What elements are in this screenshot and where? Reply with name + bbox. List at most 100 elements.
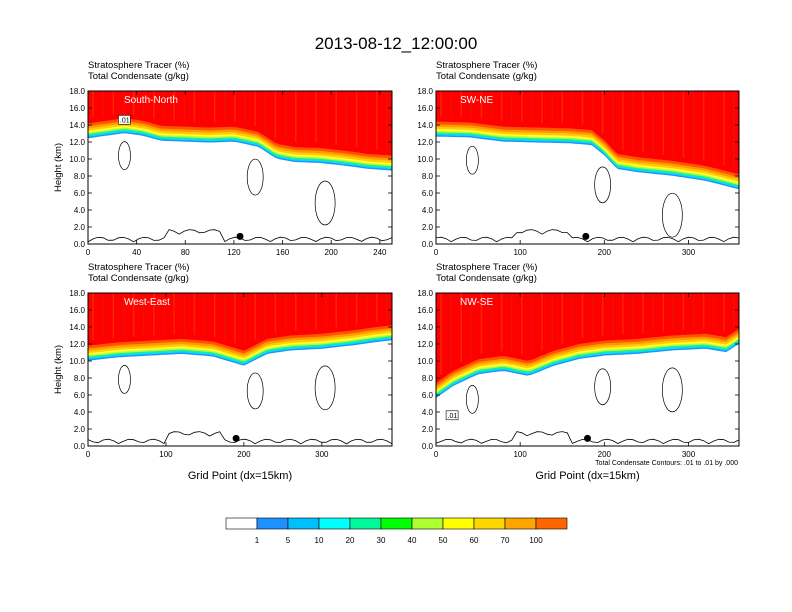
y-tick-label: 8.0 (74, 374, 86, 383)
plot-area (88, 293, 392, 446)
colorbar-label: 100 (529, 536, 543, 545)
y-tick-label: 4.0 (422, 206, 434, 215)
y-tick-label: 14.0 (417, 323, 433, 332)
y-tick-label: 16.0 (69, 104, 85, 113)
y-tick-label: 4.0 (74, 408, 86, 417)
x-tick-label: 40 (132, 248, 141, 257)
condensate-contour (661, 192, 683, 238)
x-tick-label: 80 (181, 248, 190, 257)
y-tick-label: 6.0 (74, 391, 86, 400)
colorbar-label: 5 (286, 536, 291, 545)
colorbar-swatch (504, 517, 537, 530)
x-axis-label: Grid Point (dx=15km) (188, 470, 292, 482)
panel-name: West-East (124, 297, 170, 308)
colorbar-swatch (349, 517, 382, 530)
y-tick-label: 4.0 (422, 408, 434, 417)
condensate-contour (466, 145, 479, 175)
condensate-contour (246, 372, 264, 410)
condensate-contour (118, 141, 131, 170)
y-tick-label: 14.0 (69, 323, 85, 332)
contour-label-box (118, 115, 131, 125)
panel-name: NW-SE (460, 297, 493, 308)
colorbar-swatch (535, 517, 568, 530)
plot-frame (87, 90, 393, 245)
y-tick-label: 16.0 (417, 306, 433, 315)
condensate-contour (314, 180, 336, 226)
x-tick-label: 240 (373, 248, 387, 257)
panel-title-tracer: Stratosphere Tracer (%) (88, 60, 189, 71)
y-tick-label: 10.0 (69, 357, 85, 366)
x-tick-label: 0 (434, 450, 439, 459)
x-tick-label: 0 (86, 248, 91, 257)
y-tick-label: 0.0 (74, 240, 86, 249)
colorbar-swatch (380, 517, 413, 530)
colorbar-swatch (473, 517, 506, 530)
figure-title: 2013-08-12_12:00:00 (315, 34, 478, 53)
y-tick-label: 18.0 (69, 87, 85, 96)
colorbar-label: 60 (470, 536, 479, 545)
y-tick-label: 10.0 (417, 357, 433, 366)
chart-panel-sw-ne: SW-NE Stratosphere Tracer (%)Total Conden… (417, 60, 740, 257)
x-tick-label: 0 (86, 450, 91, 459)
y-tick-label: 2.0 (422, 425, 434, 434)
x-tick-label: 300 (682, 248, 696, 257)
plot-area (436, 293, 739, 446)
y-tick-label: 14.0 (417, 121, 433, 130)
y-tick-label: 12.0 (69, 138, 85, 147)
y-tick-label: 0.0 (74, 442, 86, 451)
y-tick-label: 2.0 (74, 223, 86, 232)
x-tick-label: 200 (237, 450, 251, 459)
y-tick-label: 12.0 (417, 138, 433, 147)
colorbar: 1 5 10 20 30 40 50 60 70 100 (225, 517, 568, 545)
y-tick-label: 2.0 (422, 223, 434, 232)
condensate-contour (594, 368, 612, 406)
y-tick-label: 10.0 (69, 155, 85, 164)
y-tick-label: 4.0 (74, 206, 86, 215)
y-tick-label: 18.0 (69, 289, 85, 298)
plot-area (88, 91, 392, 244)
x-tick-label: 100 (159, 450, 173, 459)
contour-label: .01 (448, 413, 458, 420)
colorbar-label: 40 (408, 536, 417, 545)
condensate-contour (314, 365, 336, 411)
panel-title-tracer: Stratosphere Tracer (%) (88, 262, 189, 273)
colorbar-label: 1 (255, 536, 260, 545)
y-tick-label: 6.0 (422, 391, 434, 400)
plot-area (436, 91, 739, 244)
x-tick-label: 200 (325, 248, 339, 257)
x-tick-label: 120 (227, 248, 241, 257)
colorbar-swatch (256, 517, 289, 530)
condensate-contour (246, 158, 264, 196)
condensate-contour (466, 385, 479, 414)
x-tick-label: 200 (598, 248, 612, 257)
y-tick-label: 6.0 (422, 189, 434, 198)
panel-title-tracer: Stratosphere Tracer (%) (436, 60, 537, 71)
y-tick-label: 8.0 (422, 172, 434, 181)
condensate-contour (594, 166, 612, 204)
chart-panel-west-east: West-East Stratosphere Tracer (%)Total Co… (53, 262, 393, 482)
colorbar-swatch (225, 517, 258, 530)
contour-label: .01 (120, 117, 130, 124)
x-tick-label: 0 (434, 248, 439, 257)
y-tick-label: 18.0 (417, 289, 433, 298)
plot-frame (435, 90, 740, 245)
colorbar-swatch (411, 517, 444, 530)
station-marker (582, 232, 590, 240)
y-axis-label: Height (km) (53, 345, 64, 394)
x-tick-label: 100 (513, 450, 527, 459)
y-tick-label: 6.0 (74, 189, 86, 198)
y-tick-label: 8.0 (74, 172, 86, 181)
colorbar-label: 50 (439, 536, 448, 545)
colorbar-label: 30 (377, 536, 386, 545)
colorbar-label: 70 (501, 536, 510, 545)
panel-name: SW-NE (460, 95, 493, 106)
station-marker (584, 434, 591, 442)
panel-title-tracer: Stratosphere Tracer (%) (436, 262, 537, 273)
terrain-line (88, 431, 392, 445)
panel-title-condensate: Total Condensate (g/kg) (88, 273, 189, 284)
colorbar-swatch (442, 517, 475, 530)
panel-title-condensate: Total Condensate (g/kg) (88, 71, 189, 82)
y-tick-label: 10.0 (417, 155, 433, 164)
